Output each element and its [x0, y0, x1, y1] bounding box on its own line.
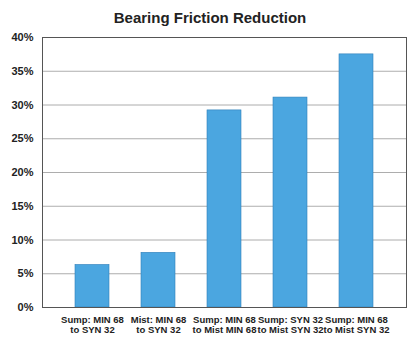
svg-text:20%: 20%: [11, 166, 33, 178]
svg-text:0%: 0%: [18, 301, 34, 313]
svg-text:30%: 30%: [11, 99, 33, 111]
svg-text:Mist: MIN 68to SYN 32: Mist: MIN 68to SYN 32: [131, 314, 186, 335]
svg-text:Sump: SYN 32to Mist SYN 32: Sump: SYN 32to Mist SYN 32: [258, 314, 324, 335]
svg-text:Sump: MIN 68to SYN 32: Sump: MIN 68to SYN 32: [61, 314, 124, 335]
svg-text:5%: 5%: [18, 267, 34, 279]
svg-text:Sump: MIN 68to Mist MIN 68: Sump: MIN 68to Mist MIN 68: [193, 314, 257, 335]
svg-text:15%: 15%: [11, 200, 33, 212]
svg-text:10%: 10%: [11, 234, 33, 246]
svg-text:40%: 40%: [11, 31, 33, 43]
svg-text:Sump: MIN 68to Mist SYN 32: Sump: MIN 68to Mist SYN 32: [324, 314, 390, 335]
svg-text:35%: 35%: [11, 65, 33, 77]
html-text:Bearing Friction Reduction: Bearing Friction Reduction: [113, 9, 307, 26]
svg-text:25%: 25%: [11, 132, 33, 144]
